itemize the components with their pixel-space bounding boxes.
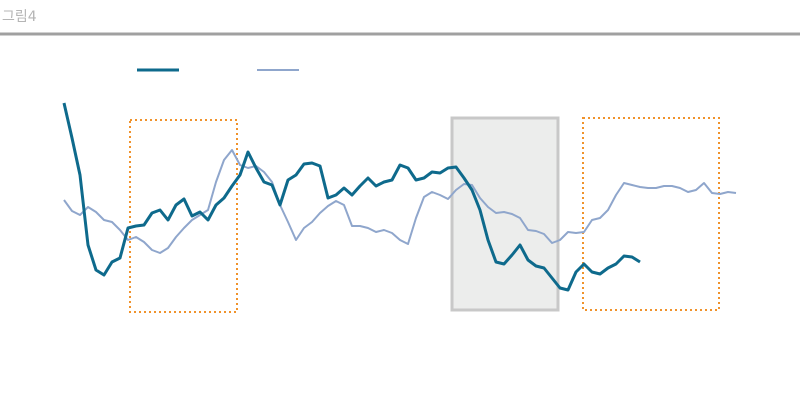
shaded-period bbox=[450, 116, 560, 312]
highlight-box bbox=[129, 119, 238, 313]
data-line bbox=[62, 102, 641, 292]
data-line bbox=[63, 149, 737, 254]
chart-title: 그림4 bbox=[2, 9, 37, 25]
highlight-box bbox=[582, 117, 720, 311]
